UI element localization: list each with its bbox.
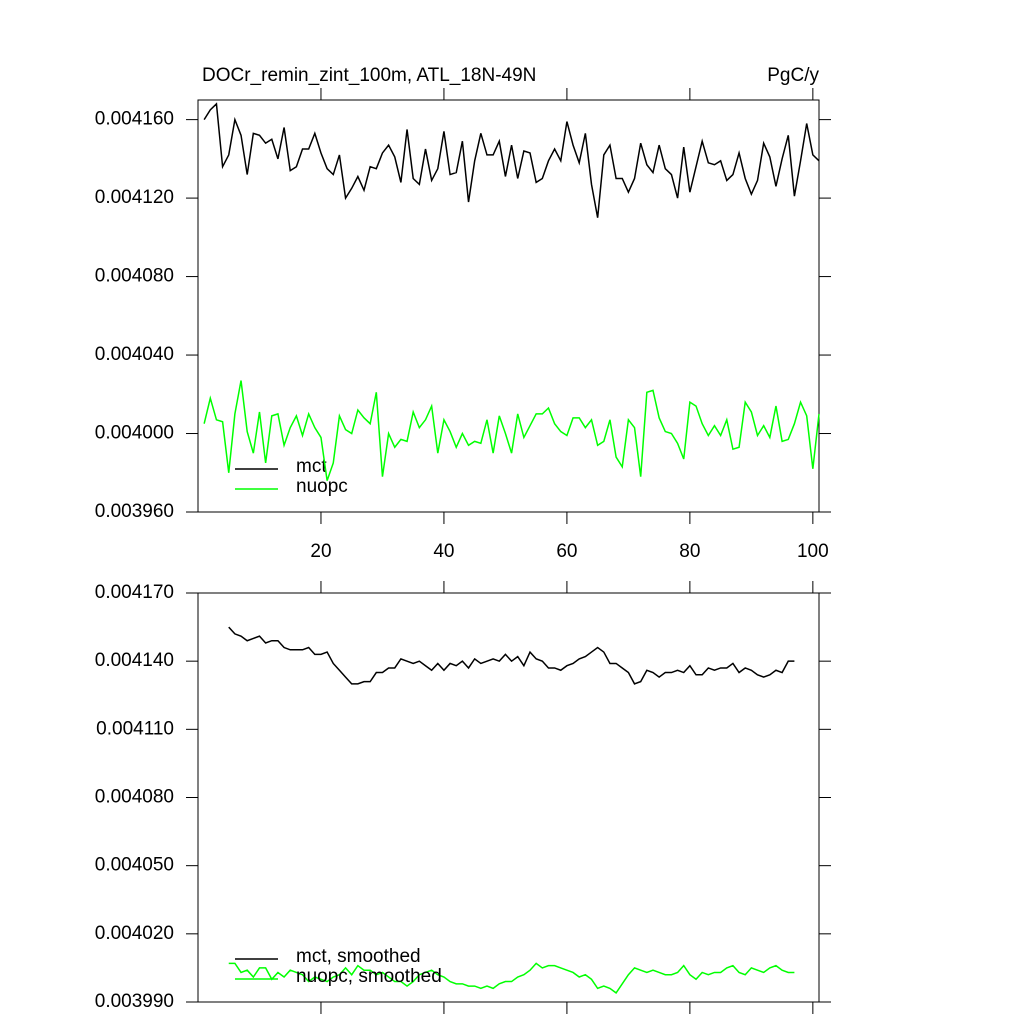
- series-line: [203, 380, 820, 481]
- y-tick-label: 0.004080: [95, 266, 174, 287]
- y-tick-label: 0.004080: [95, 787, 174, 808]
- y-tick-label: 0.004050: [95, 855, 174, 876]
- series-line: [203, 102, 820, 218]
- legend-label: mct, smoothed: [296, 946, 421, 967]
- y-tick-label: 0.004120: [95, 187, 174, 208]
- chart-title: DOCr_remin_zint_100m, ATL_18N-49N: [202, 65, 536, 86]
- x-tick-label: 40: [433, 541, 454, 562]
- y-tick-label: 0.004020: [95, 923, 174, 944]
- x-tick-label: 60: [556, 541, 577, 562]
- plot-frame: [197, 99, 820, 513]
- y-tick-label: 0.004110: [96, 718, 174, 739]
- y-tick-label: 0.004160: [95, 109, 174, 130]
- x-tick-label: 20: [310, 541, 331, 562]
- legend-label: mct: [296, 456, 327, 477]
- y-tick-label: 0.004170: [95, 582, 174, 603]
- x-tick-label: 80: [679, 541, 700, 562]
- units-label: PgC/y: [767, 65, 819, 86]
- series-line: [228, 962, 795, 994]
- series-line: [228, 626, 795, 685]
- y-tick-label: 0.003960: [95, 501, 174, 522]
- plot-frame: [197, 592, 820, 1003]
- y-tick-label: 0.003990: [95, 991, 174, 1012]
- y-tick-label: 0.004000: [95, 423, 174, 444]
- legend-label: nuopc, smoothed: [296, 966, 442, 987]
- y-tick-label: 0.004040: [95, 344, 174, 365]
- y-tick-label: 0.004140: [95, 650, 174, 671]
- x-tick-label: 100: [797, 541, 829, 562]
- legend-label: nuopc: [296, 476, 348, 497]
